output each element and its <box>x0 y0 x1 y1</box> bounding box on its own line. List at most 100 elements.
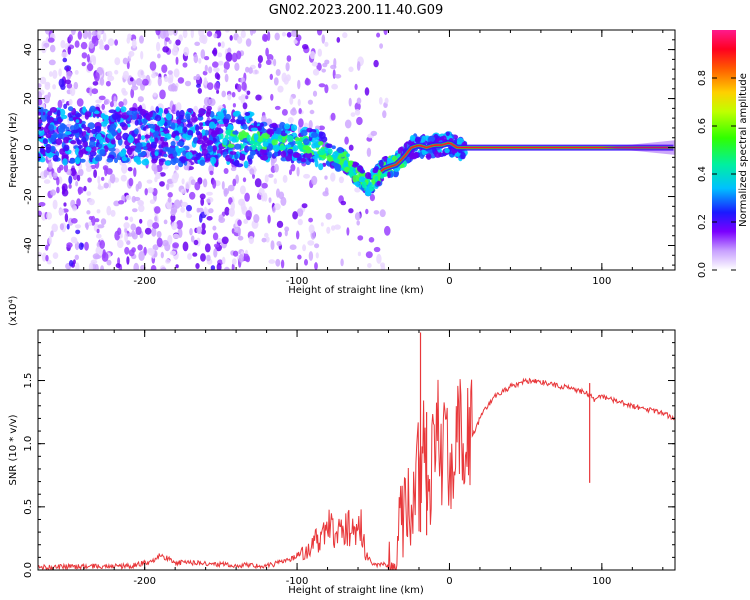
spectrogram-signal-blob <box>75 119 80 124</box>
spectrogram-noise-blob <box>238 96 243 101</box>
spectrogram-noise-blob <box>274 163 279 173</box>
spectrogram-noise-blob <box>307 240 315 246</box>
spectrogram-noise-blob <box>221 90 226 98</box>
spectrogram-noise-blob <box>189 228 193 236</box>
spectrogram-noise-blob <box>275 258 281 267</box>
spectrogram-noise-blob <box>127 167 133 172</box>
spectrogram-noise-blob <box>230 166 237 172</box>
spectrogram-signal-blob <box>232 130 239 135</box>
spectrogram-noise-blob <box>171 173 179 184</box>
spectrogram-signal-blob <box>331 145 336 150</box>
spectrogram-noise-blob <box>216 262 222 270</box>
spectrogram-noise-blob <box>265 59 272 65</box>
spectrogram-signal-blob <box>272 127 277 132</box>
snr-x-tick-label: 0 <box>446 576 452 587</box>
spectrogram-noise-blob <box>62 185 66 195</box>
spectrogram-noise-blob <box>274 105 281 110</box>
spectrogram-noise-blob <box>267 214 271 224</box>
spectrogram-signal-blob <box>214 127 220 135</box>
spectrogram-noise-blob <box>296 230 300 240</box>
spectrogram-signal-blob <box>114 157 118 164</box>
spectrogram-noise-blob <box>131 247 136 253</box>
spectrogram-noise-blob <box>201 222 206 230</box>
spectrogram-noise-blob <box>105 80 111 87</box>
spectrogram-noise-blob <box>101 103 105 110</box>
spectrogram-signal-blob <box>240 153 246 161</box>
spectrogram-noise-blob <box>265 47 269 57</box>
spectrogram-signal-blob <box>201 129 206 136</box>
spectrogram-noise-blob <box>297 98 301 107</box>
spectrogram-x-axis-label: Height of straight line (km) <box>288 285 424 296</box>
spectrogram-signal-blob <box>196 139 204 145</box>
spectrogram-noise-blob <box>180 206 186 213</box>
spectrogram-noise-blob <box>245 210 252 220</box>
spectrogram-noise-blob <box>58 78 65 88</box>
spectrogram-signal-blob <box>38 123 42 129</box>
spectrogram-noise-blob <box>221 256 226 265</box>
spectrogram-signal-blob <box>162 146 170 152</box>
spectrogram-signal-blob <box>74 113 82 118</box>
spectrogram-noise-blob <box>333 58 337 68</box>
spectrogram-noise-blob <box>340 200 347 206</box>
spectrogram-noise-blob <box>186 210 190 217</box>
spectrogram-noise-blob <box>69 87 76 97</box>
spectrogram-noise-blob <box>348 144 354 151</box>
spectrogram-noise-blob <box>213 67 220 73</box>
spectrogram-noise-blob <box>45 254 49 262</box>
spectrogram-signal-blob <box>300 157 307 163</box>
spectrogram-noise-blob <box>176 220 183 230</box>
spectrogram-noise-blob <box>324 41 329 47</box>
spectrogram-noise-blob <box>224 266 230 270</box>
spectrogram-signal-blob <box>308 158 315 163</box>
spectrogram-noise-blob <box>251 30 257 34</box>
spectrogram-signal-blob <box>195 130 201 136</box>
spectrogram-signal-blob <box>52 154 59 162</box>
spectrogram-noise-blob <box>373 210 380 215</box>
spectrogram-signal-blob <box>206 140 214 145</box>
spectrogram-noise-blob <box>169 250 177 256</box>
spectrogram-noise-blob <box>275 69 281 76</box>
spectrogram-noise-blob <box>123 222 130 229</box>
spectrogram-noise-blob <box>190 30 194 39</box>
spectrogram-signal-blob <box>142 118 147 126</box>
spectrogram-noise-blob <box>354 109 361 116</box>
spectrogram-noise-blob <box>308 224 315 234</box>
spectrogram-noise-blob <box>49 44 56 53</box>
spectrogram-signal-blob <box>150 141 157 149</box>
spectrogram-signal-blob <box>285 144 292 148</box>
spectrogram-noise-blob <box>221 236 229 245</box>
spectrogram-noise-blob <box>96 233 102 239</box>
spectrogram-signal-blob <box>59 148 65 155</box>
spectrogram-signal-blob <box>137 133 142 141</box>
spectrogram-noise-blob <box>183 164 190 171</box>
spectrogram-signal-blob <box>182 133 187 139</box>
spectrogram-noise-blob <box>193 76 197 81</box>
spectrogram-noise-blob <box>117 239 124 249</box>
spectrogram-noise-blob <box>236 36 243 44</box>
spectrogram-signal-blob <box>444 148 450 154</box>
spectrogram-signal-blob <box>374 175 379 182</box>
spectrogram-x-tick-label: -200 <box>133 276 156 287</box>
spectrogram-noise-blob <box>290 164 296 172</box>
spectrogram-signal-blob <box>414 136 421 144</box>
spectrogram-signal-blob <box>178 114 184 121</box>
colorbar-tick-label: 0.0 <box>697 262 708 278</box>
spectrogram-signal-blob <box>58 118 63 123</box>
spectrogram-signal-blob <box>233 161 238 166</box>
spectrogram-noise-blob <box>74 70 79 75</box>
spectrogram-noise-blob <box>98 95 106 101</box>
spectrogram-noise-blob <box>202 178 208 188</box>
spectrogram-noise-blob <box>171 47 179 56</box>
spectrogram-noise-blob <box>265 236 270 243</box>
colorbar-label: Normalized spectral amplitude <box>738 73 749 227</box>
spectrogram-noise-blob <box>41 252 47 262</box>
spectrogram-noise-blob <box>282 174 288 183</box>
spectrogram-noise-blob <box>245 38 252 47</box>
spectrogram-noise-blob <box>144 227 152 235</box>
spectrogram-noise-blob <box>344 119 352 129</box>
spectrogram-noise-blob <box>43 94 50 104</box>
spectrogram-noise-blob <box>70 30 76 36</box>
spectrogram-noise-blob <box>317 48 322 57</box>
spectrogram-signal-blob <box>295 152 300 157</box>
spectrogram-noise-blob <box>344 136 349 145</box>
